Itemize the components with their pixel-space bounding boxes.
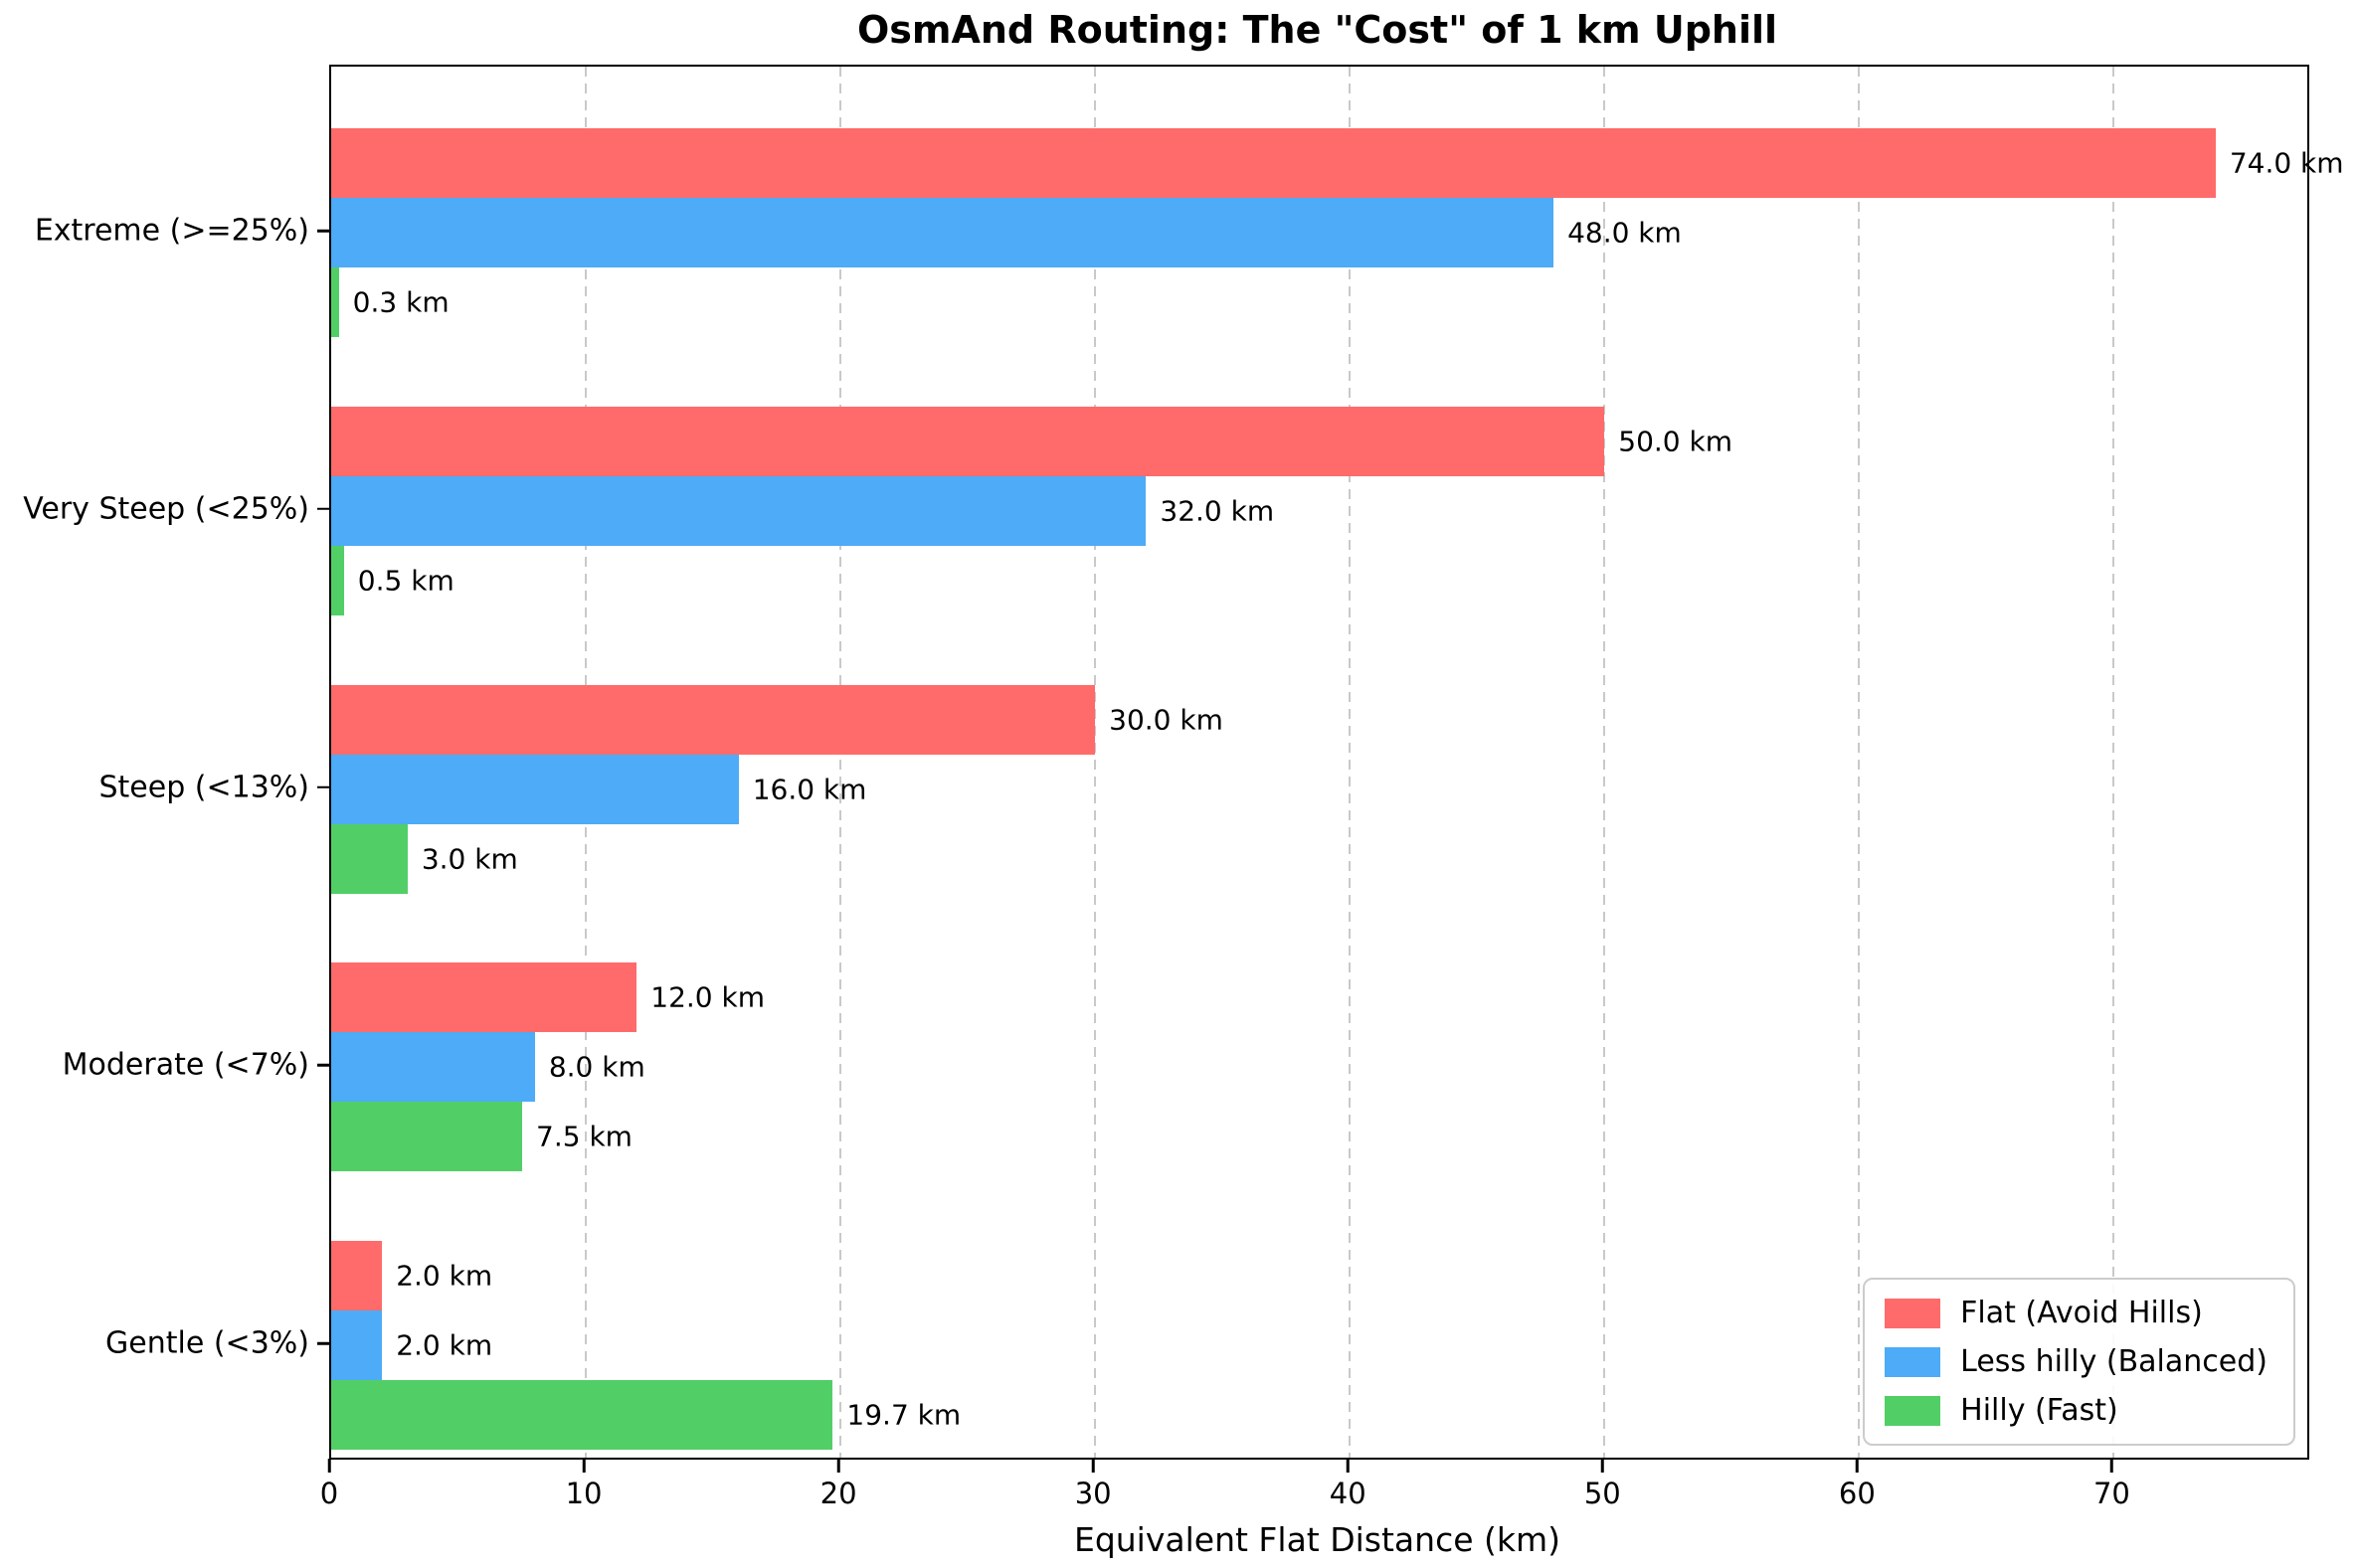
gridline-40	[1349, 67, 1352, 1458]
bar-1-1	[331, 128, 2216, 198]
legend-item: Flat (Avoid Hills)	[1885, 1296, 2268, 1330]
y-tick-mark	[317, 507, 329, 511]
y-tick-mark	[317, 229, 329, 233]
x-tick-mark	[1601, 1458, 1604, 1473]
y-tick-label: Very Steep (<25%)	[23, 491, 309, 527]
legend: Flat (Avoid Hills) Less hilly (Balanced) H…	[1863, 1278, 2295, 1446]
x-tick-label: 10	[565, 1476, 603, 1510]
legend-swatch-icon	[1885, 1346, 1941, 1377]
bar-4-1	[331, 962, 637, 1033]
y-tick-mark	[317, 1064, 329, 1067]
bar-value-label: 50.0 km	[1618, 425, 1733, 458]
gridline-70	[2112, 67, 2115, 1458]
x-tick-mark	[836, 1458, 840, 1473]
bar-value-label: 16.0 km	[752, 773, 867, 806]
bar-2-2	[331, 475, 1147, 546]
x-tick-label: 30	[1074, 1476, 1112, 1510]
gridline-60	[1858, 67, 1861, 1458]
y-tick-label: Steep (<13%)	[98, 770, 309, 805]
y-tick-mark	[317, 1341, 329, 1345]
bar-value-label: 0.3 km	[352, 285, 450, 319]
x-tick-label: 0	[319, 1476, 339, 1510]
bar-value-label: 32.0 km	[1160, 494, 1275, 528]
x-tick-mark	[1856, 1458, 1859, 1473]
chart-title: OsmAnd Routing: The "Cost" of 1 km Uphil…	[856, 8, 1778, 52]
bar-3-3	[331, 823, 408, 894]
bar-4-2	[331, 1032, 535, 1103]
x-tick-label: 60	[1838, 1476, 1876, 1510]
plot-area: 74.0 km 48.0 km 0.3 km 50.0 km 32.0 km 0.5 km…	[329, 65, 2344, 1460]
x-axis-title: Equivalent Flat Distance (km)	[1073, 1519, 1561, 1559]
x-tick-label: 20	[819, 1476, 857, 1510]
bar-value-label: 7.5 km	[536, 1120, 633, 1153]
x-tick-mark	[2110, 1458, 2113, 1473]
bar-3-2	[331, 754, 739, 824]
gridline-50	[1603, 67, 1606, 1458]
bar-value-label: 74.0 km	[2229, 146, 2344, 180]
bar-value-label: 19.7 km	[846, 1398, 962, 1432]
y-tick-label: Moderate (<7%)	[62, 1047, 309, 1083]
legend-item: Less hilly (Balanced)	[1885, 1344, 2268, 1379]
bar-value-label: 2.0 km	[396, 1259, 493, 1293]
legend-swatch-icon	[1885, 1298, 1941, 1328]
legend-label: Hilly (Fast)	[1960, 1393, 2118, 1428]
y-tick-label: Extreme (>=25%)	[34, 213, 309, 249]
x-tick-mark	[327, 1458, 331, 1473]
bar-5-2	[331, 1310, 383, 1381]
bar-2-1	[331, 406, 1605, 476]
bar-2-3	[331, 545, 344, 615]
gridline-30	[1094, 67, 1097, 1458]
bar-5-1	[331, 1241, 383, 1311]
x-tick-label: 50	[1583, 1476, 1621, 1510]
x-tick-mark	[1346, 1458, 1350, 1473]
legend-item: Hilly (Fast)	[1885, 1393, 2268, 1428]
x-tick-label: 40	[1329, 1476, 1366, 1510]
bar-1-3	[331, 267, 339, 337]
gridline-20	[839, 67, 842, 1458]
bar-3-1	[331, 684, 1096, 755]
bar-value-label: 0.5 km	[357, 564, 454, 598]
bar-value-label: 8.0 km	[548, 1050, 645, 1084]
y-tick-label: Gentle (<3%)	[105, 1325, 309, 1361]
bar-1-2	[331, 198, 1554, 267]
y-tick-mark	[317, 785, 329, 788]
legend-label: Less hilly (Balanced)	[1960, 1344, 2268, 1379]
x-tick-mark	[582, 1458, 586, 1473]
x-tick-mark	[1091, 1458, 1095, 1473]
legend-swatch-icon	[1885, 1395, 1941, 1426]
bar-4-3	[331, 1102, 523, 1172]
bar-5-3	[331, 1380, 833, 1451]
bar-value-label: 3.0 km	[421, 842, 518, 876]
x-tick-label: 70	[2092, 1476, 2130, 1510]
legend-label: Flat (Avoid Hills)	[1960, 1296, 2203, 1330]
bar-value-label: 2.0 km	[396, 1328, 493, 1362]
bar-value-label: 12.0 km	[650, 980, 765, 1014]
bar-value-label: 30.0 km	[1109, 703, 1223, 737]
bar-value-label: 48.0 km	[1567, 216, 1682, 250]
